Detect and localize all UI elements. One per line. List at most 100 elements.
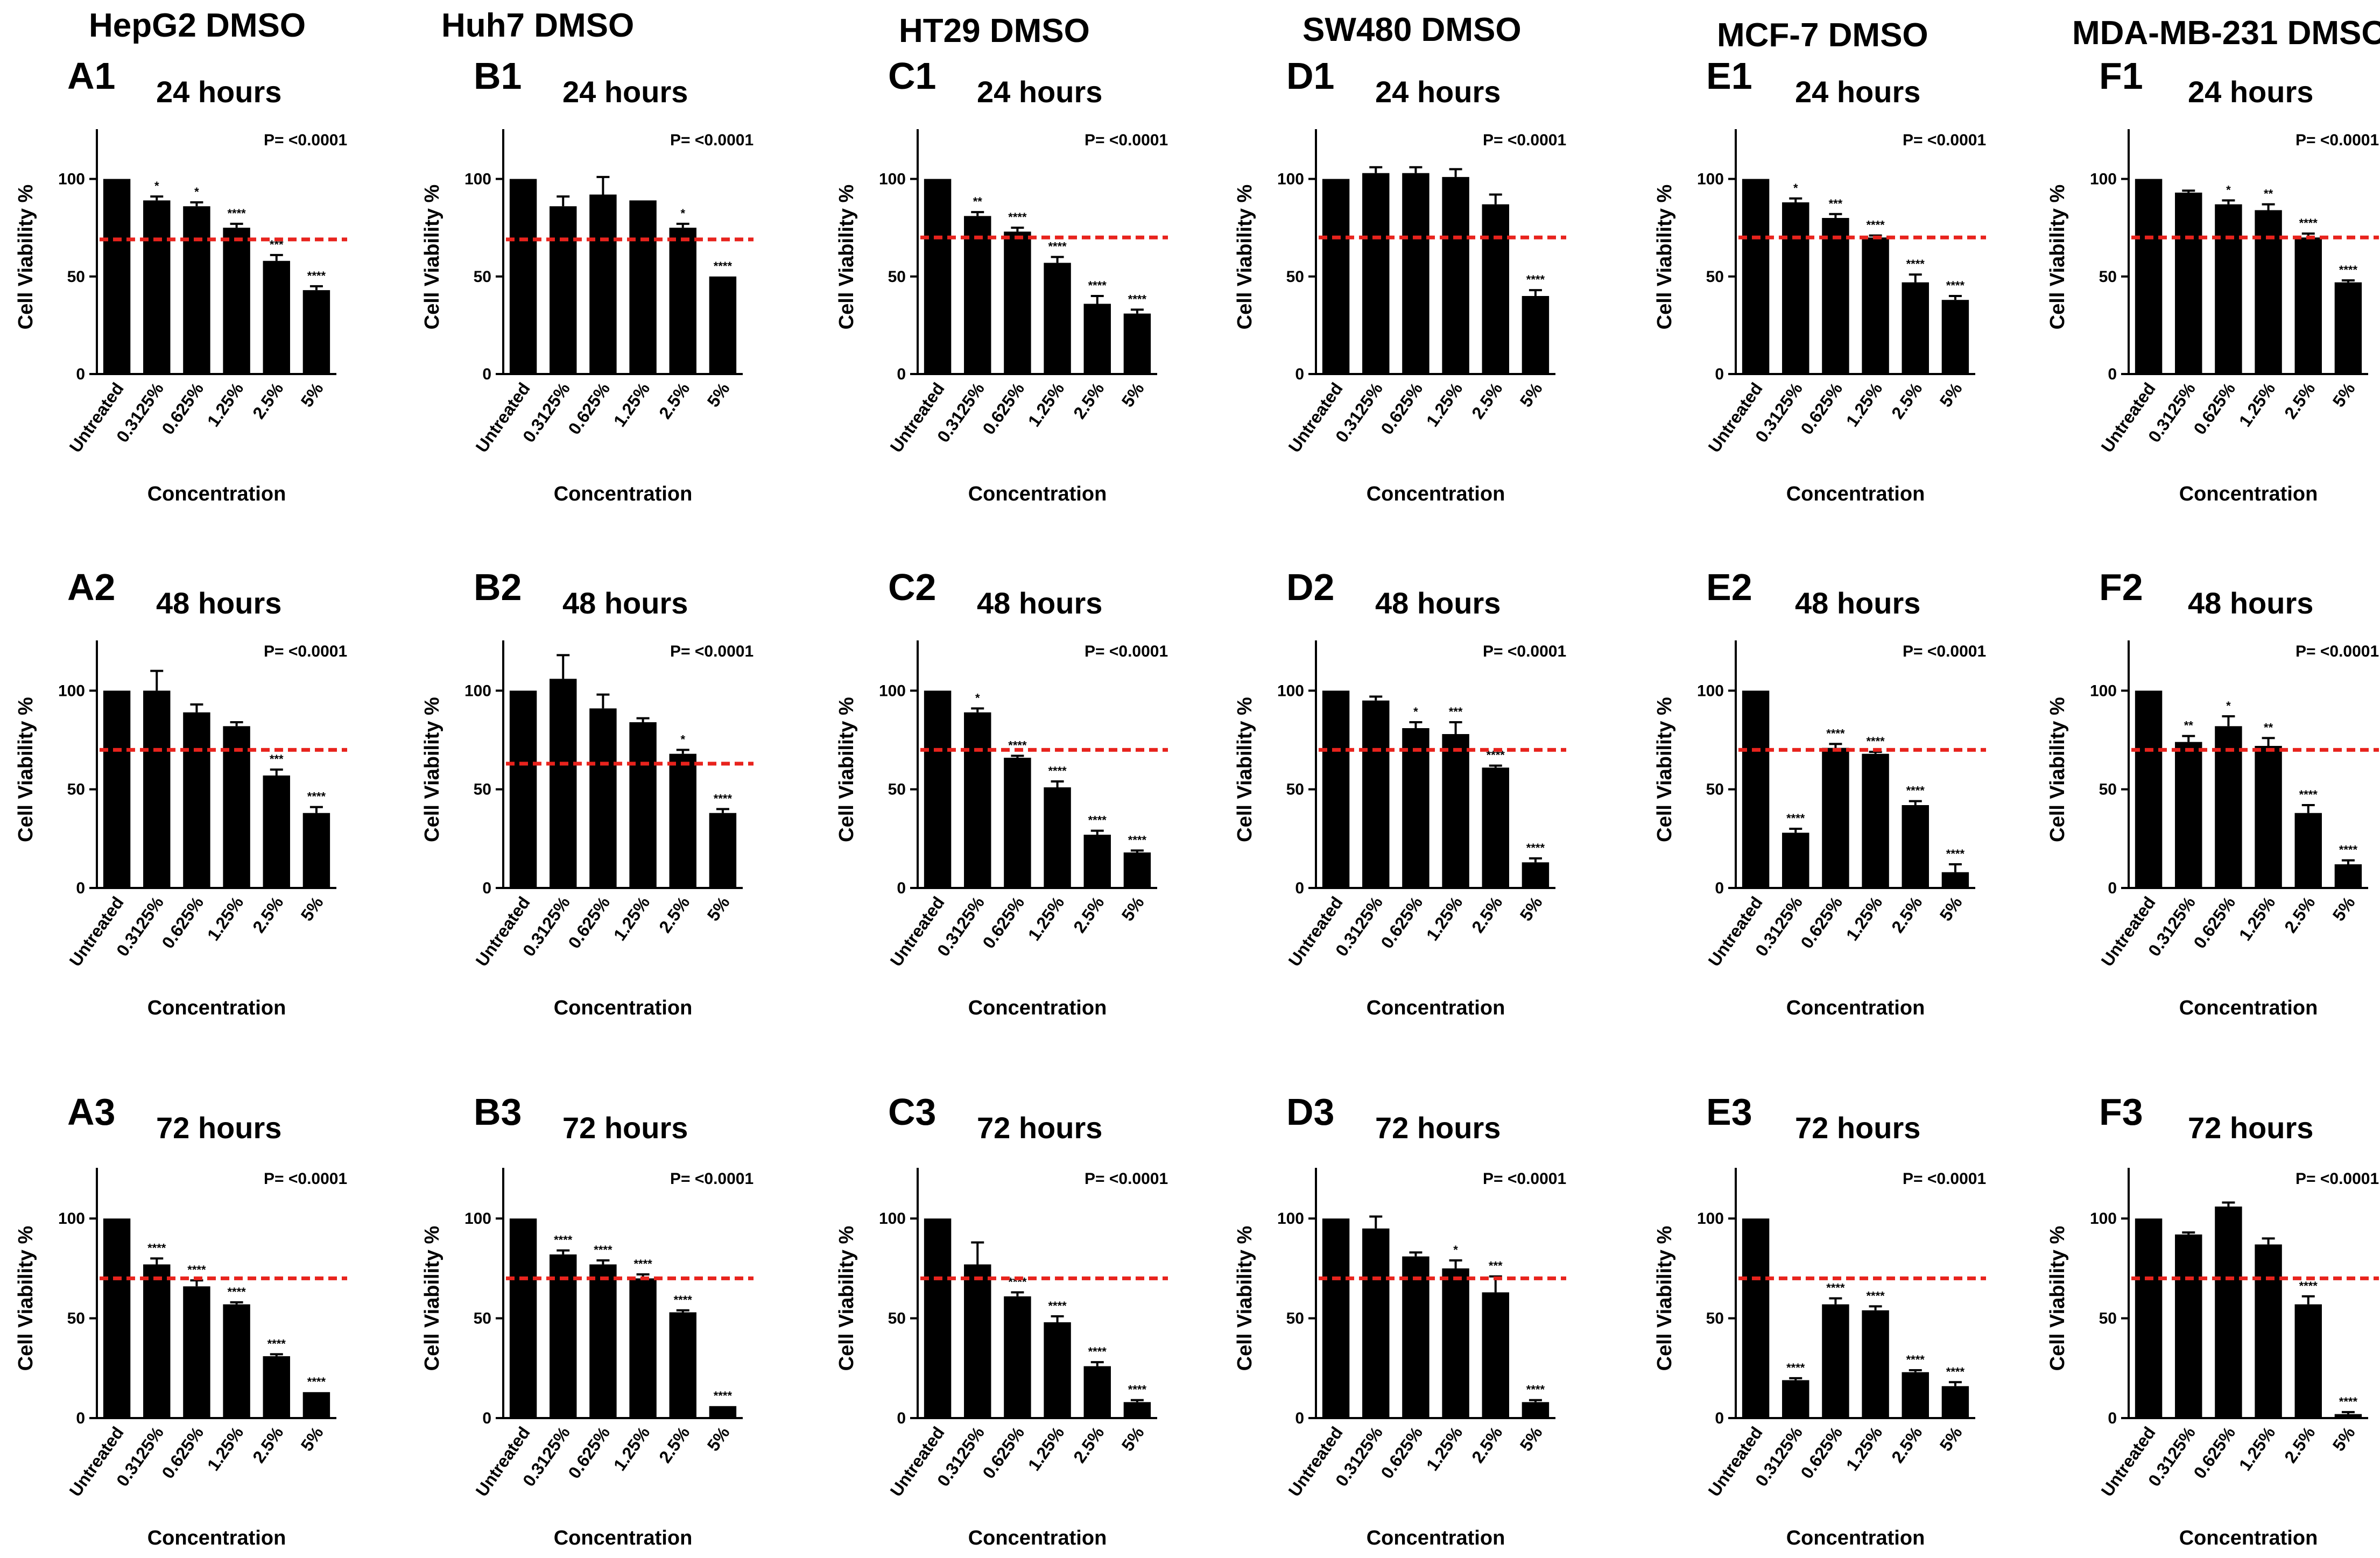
panel-label: F3 xyxy=(2099,1091,2143,1133)
bar xyxy=(1442,1268,1469,1418)
category-label: Untreated xyxy=(66,379,128,456)
bar xyxy=(2215,1206,2242,1418)
bar xyxy=(964,1264,991,1418)
category-label: 0.625% xyxy=(1797,893,1846,952)
bar xyxy=(183,1286,210,1418)
x-axis-title: Concentration xyxy=(968,1527,1107,1549)
y-tick-label: 0 xyxy=(2108,879,2117,897)
category-label: 5% xyxy=(703,1423,734,1455)
significance-label: **** xyxy=(1906,784,1925,798)
bar xyxy=(103,690,131,888)
bar xyxy=(143,1264,171,1418)
panel-title: 72 hours xyxy=(2188,1111,2313,1145)
y-tick-label: 50 xyxy=(1706,1310,1724,1328)
significance-label: **** xyxy=(1866,1289,1885,1302)
significance-label: **** xyxy=(2339,1395,2358,1408)
panel-label: C1 xyxy=(888,55,936,97)
category-label: 2.5% xyxy=(1888,1423,1926,1466)
significance-label: **** xyxy=(1008,210,1027,224)
panel-d2: D2 48 hours P= <0.0001 0 50 100 Cell Viability… xyxy=(1234,566,1566,1019)
significance-label: * xyxy=(680,207,685,220)
panel-label: D3 xyxy=(1286,1091,1334,1133)
p-value-label: P= <0.0001 xyxy=(2295,643,2379,660)
bar xyxy=(589,1264,617,1418)
significance-label: **** xyxy=(1526,841,1545,855)
panel-title: 24 hours xyxy=(156,75,281,109)
category-label: 0.625% xyxy=(1797,379,1846,438)
category-label: 2.5% xyxy=(2280,379,2319,422)
category-label: Untreated xyxy=(1285,379,1347,456)
p-value-label: P= <0.0001 xyxy=(264,1170,347,1188)
category-label: 5% xyxy=(1936,893,1966,925)
y-tick-label: 50 xyxy=(1286,781,1304,799)
bar xyxy=(263,260,290,374)
bar xyxy=(223,726,250,888)
significance-label: **** xyxy=(1088,814,1107,827)
y-axis-title: Cell Viability % xyxy=(421,697,443,842)
significance-label: * xyxy=(680,732,685,746)
category-label: 5% xyxy=(1118,1423,1148,1455)
y-tick-label: 100 xyxy=(58,682,85,700)
y-tick-label: 50 xyxy=(2099,781,2117,799)
panel-b1: B1 24 hours P= <0.0001 0 50 100 Cell Viability… xyxy=(421,55,754,505)
significance-label: **** xyxy=(714,259,733,273)
bar xyxy=(1902,1372,1929,1418)
bar xyxy=(550,679,577,888)
bar xyxy=(1402,728,1430,888)
p-value-label: P= <0.0001 xyxy=(1903,643,1986,660)
category-label: 0.625% xyxy=(158,1423,207,1482)
category-label: 5% xyxy=(703,379,734,411)
panel-title: 48 hours xyxy=(1795,586,1920,620)
category-label: Untreated xyxy=(2097,379,2159,456)
panel-d1: D1 24 hours P= <0.0001 0 50 100 Cell Viability… xyxy=(1234,55,1566,505)
category-label: 5% xyxy=(2329,379,2359,411)
bar xyxy=(2334,282,2362,374)
significance-label: *** xyxy=(1829,197,1843,210)
x-axis-title: Concentration xyxy=(1786,997,1925,1019)
bar xyxy=(1004,231,1031,374)
y-tick-label: 0 xyxy=(1715,365,1724,383)
category-label: 5% xyxy=(1118,893,1148,925)
significance-label: **** xyxy=(1088,1345,1107,1358)
significance-label: * xyxy=(154,179,159,193)
y-tick-label: 0 xyxy=(1715,1409,1724,1427)
bar xyxy=(1782,1380,1809,1418)
panel-label: E1 xyxy=(1706,55,1752,97)
category-label: 2.5% xyxy=(249,1423,287,1466)
category-label: 5% xyxy=(1936,1423,1966,1455)
y-axis-title: Cell Viability % xyxy=(1234,1226,1256,1371)
bar xyxy=(2135,179,2163,374)
category-label: 1.25% xyxy=(1423,893,1467,944)
column-header-hepg2: HepG2 DMSO xyxy=(89,7,306,44)
y-axis-title: Cell Viability % xyxy=(1234,697,1256,842)
y-axis-title: Cell Viability % xyxy=(421,185,443,330)
category-label: 2.5% xyxy=(2280,1423,2319,1466)
bar xyxy=(223,228,250,374)
significance-label: ** xyxy=(2264,187,2273,201)
category-label: Untreated xyxy=(1705,379,1766,456)
bar xyxy=(1322,179,1350,374)
significance-label: * xyxy=(1413,705,1418,718)
significance-label: **** xyxy=(1048,240,1067,253)
significance-label: **** xyxy=(714,792,733,805)
panel-e2: E2 48 hours P= <0.0001 0 50 100 Cell Viability… xyxy=(1653,566,1986,1019)
bar xyxy=(2294,1304,2322,1418)
bar xyxy=(509,179,537,374)
bar xyxy=(1044,1322,1071,1418)
p-value-label: P= <0.0001 xyxy=(1483,1170,1566,1188)
x-axis-title: Concentration xyxy=(968,997,1107,1019)
category-label: 0.625% xyxy=(978,893,1028,952)
bar xyxy=(2215,204,2242,374)
panel-e1: E1 24 hours P= <0.0001 0 50 100 Cell Viability… xyxy=(1653,55,1986,505)
bar xyxy=(1044,787,1071,888)
y-tick-label: 100 xyxy=(2090,1210,2117,1228)
p-value-label: P= <0.0001 xyxy=(1483,643,1566,660)
bar xyxy=(1482,204,1509,374)
panel-f1: F1 24 hours P= <0.0001 0 50 100 Cell Viability… xyxy=(2046,55,2379,505)
panel-c1: C1 24 hours P= <0.0001 0 50 100 Cell Viability… xyxy=(835,55,1168,505)
significance-label: * xyxy=(1453,1243,1458,1257)
significance-label: **** xyxy=(1946,847,1965,861)
panel-label: A1 xyxy=(67,55,115,97)
y-tick-label: 50 xyxy=(1286,268,1304,286)
category-label: 0.625% xyxy=(2189,893,2239,952)
